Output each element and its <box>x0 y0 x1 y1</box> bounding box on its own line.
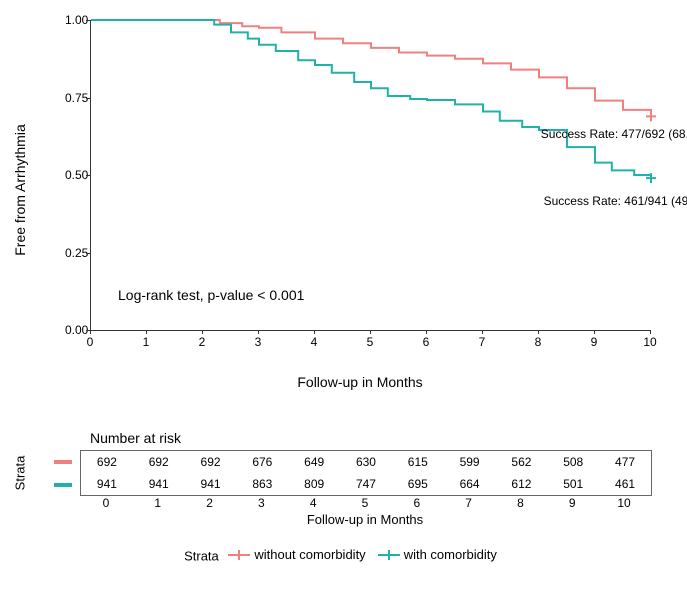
risk-x-tick: 2 <box>184 496 236 510</box>
km-line <box>91 20 651 116</box>
risk-x-tick: 8 <box>495 496 547 510</box>
risk-cell: 941 <box>185 477 237 491</box>
risk-x-tick: 6 <box>391 496 443 510</box>
x-tick-label: 10 <box>643 335 656 349</box>
risk-table-section: Number at risk Strata 692692692676649630… <box>30 430 670 527</box>
x-tick-label: 6 <box>423 335 430 349</box>
risk-row: 692692692676649630615599562508477 <box>81 451 651 473</box>
x-tick-label: 2 <box>199 335 206 349</box>
risk-row-marker <box>54 483 72 487</box>
risk-cell: 461 <box>599 477 651 491</box>
risk-cell: 692 <box>185 455 237 469</box>
risk-table-title: Number at risk <box>90 430 670 446</box>
risk-x-tick: 4 <box>287 496 339 510</box>
legend-label: with comorbidity <box>404 547 497 562</box>
risk-cell: 562 <box>496 455 548 469</box>
y-tick-label: 0.00 <box>65 323 87 337</box>
risk-x-ticks: 012345678910 <box>80 496 650 510</box>
risk-row: 941941941863809747695664612501461 <box>81 473 651 495</box>
x-tick-label: 7 <box>479 335 486 349</box>
plot-area <box>90 20 651 331</box>
risk-cell: 630 <box>340 455 392 469</box>
legend-item: without comorbidity <box>228 547 365 562</box>
risk-x-tick: 5 <box>339 496 391 510</box>
x-tick-label: 1 <box>143 335 150 349</box>
risk-cell: 477 <box>599 455 651 469</box>
legend-swatch-icon <box>228 549 250 561</box>
risk-cell: 692 <box>133 455 185 469</box>
km-svg <box>91 20 651 330</box>
risk-cell: 747 <box>340 477 392 491</box>
risk-x-tick: 0 <box>80 496 132 510</box>
legend: Strata without comorbidity with comorbidi… <box>10 547 677 564</box>
risk-row-marker <box>54 460 72 464</box>
risk-x-tick: 1 <box>132 496 184 510</box>
y-tick-label: 1.00 <box>65 13 87 27</box>
risk-cell: 508 <box>547 455 599 469</box>
y-tick-label: 0.75 <box>65 91 87 105</box>
risk-cell: 599 <box>444 455 496 469</box>
x-axis-label: Follow-up in Months <box>80 374 640 390</box>
risk-cell: 676 <box>236 455 288 469</box>
risk-cell: 695 <box>392 477 444 491</box>
x-tick-label: 5 <box>367 335 374 349</box>
risk-table: Strata 692692692676649630615599562508477… <box>30 450 670 496</box>
risk-grid: 6926926926766496306155995625084779419419… <box>80 450 652 496</box>
risk-x-tick: 3 <box>235 496 287 510</box>
risk-cell: 612 <box>496 477 548 491</box>
legend-item: with comorbidity <box>378 547 497 562</box>
censor-mark <box>646 111 656 121</box>
risk-cell: 941 <box>81 477 133 491</box>
risk-cell: 863 <box>236 477 288 491</box>
risk-cell: 941 <box>133 477 185 491</box>
risk-cell: 501 <box>547 477 599 491</box>
y-tick-label: 0.50 <box>65 168 87 182</box>
risk-cell: 692 <box>81 455 133 469</box>
x-tick-label: 4 <box>311 335 318 349</box>
legend-swatch-icon <box>378 549 400 561</box>
risk-x-tick: 10 <box>598 496 650 510</box>
x-tick-label: 3 <box>255 335 262 349</box>
risk-cell: 809 <box>288 477 340 491</box>
risk-cell: 649 <box>288 455 340 469</box>
risk-strata-axis-label: Strata <box>13 456 28 491</box>
logrank-annotation: Log-rank test, p-value < 0.001 <box>118 287 304 303</box>
x-tick-label: 0 <box>87 335 94 349</box>
y-axis-label: Free from Arrhythmia <box>12 124 28 255</box>
risk-x-label: Follow-up in Months <box>80 512 650 527</box>
risk-x-tick: 9 <box>546 496 598 510</box>
risk-marker-column <box>30 450 80 496</box>
risk-x-tick: 7 <box>443 496 495 510</box>
km-chart: Free from Arrhythmia 0.000.250.500.751.0… <box>30 10 670 370</box>
x-tick-label: 8 <box>535 335 542 349</box>
risk-cell: 615 <box>392 455 444 469</box>
success-rate-annotation: Success Rate: 461/941 (49.0) <box>544 194 687 208</box>
y-tick-label: 0.25 <box>65 246 87 260</box>
risk-cell: 664 <box>444 477 496 491</box>
success-rate-annotation: Success Rate: 477/692 (68.9) <box>541 127 687 141</box>
x-tick-label: 9 <box>591 335 598 349</box>
legend-label: without comorbidity <box>254 547 365 562</box>
legend-title: Strata <box>184 549 219 564</box>
